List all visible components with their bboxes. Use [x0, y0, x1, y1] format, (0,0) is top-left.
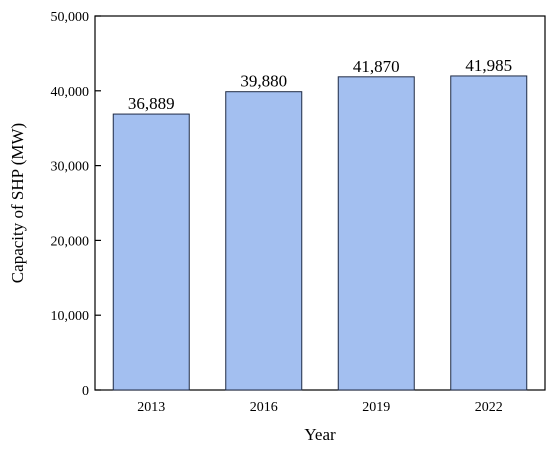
- bar-2016: [225, 91, 303, 391]
- x-tick-label: 2019: [362, 400, 390, 415]
- y-axis-ticks: 0 10,000 20,000 30,000 40,000 50,000: [51, 10, 101, 399]
- y-tick-label: 40,000: [51, 85, 90, 100]
- data-label-2013: 36,889: [128, 94, 175, 113]
- data-label-2016: 39,880: [240, 72, 287, 91]
- data-label-2019: 41,870: [353, 57, 400, 76]
- x-axis-ticks: 2013 2016 2019 2022: [137, 384, 503, 415]
- bar-2022: [450, 75, 528, 391]
- data-labels: 36,889 39,880 41,870 41,985: [128, 56, 512, 113]
- y-tick-label: 0: [82, 384, 89, 399]
- x-tick-label: 2016: [250, 400, 278, 415]
- bars: [112, 75, 528, 391]
- y-axis-title: Capacity of SHP (MW): [8, 123, 27, 283]
- x-tick-label: 2013: [137, 400, 165, 415]
- y-tick-label: 10,000: [51, 309, 90, 324]
- plot-frame: [94, 15, 546, 391]
- bar-2019: [337, 76, 415, 391]
- bar-2013: [112, 113, 190, 391]
- y-tick-label: 50,000: [51, 10, 90, 25]
- data-label-2022: 41,985: [465, 56, 512, 75]
- y-tick-label: 30,000: [51, 160, 90, 175]
- x-axis-title: Year: [304, 425, 336, 444]
- plot-area: [94, 15, 546, 391]
- x-tick-label: 2022: [475, 400, 503, 415]
- y-tick-label: 20,000: [51, 234, 90, 249]
